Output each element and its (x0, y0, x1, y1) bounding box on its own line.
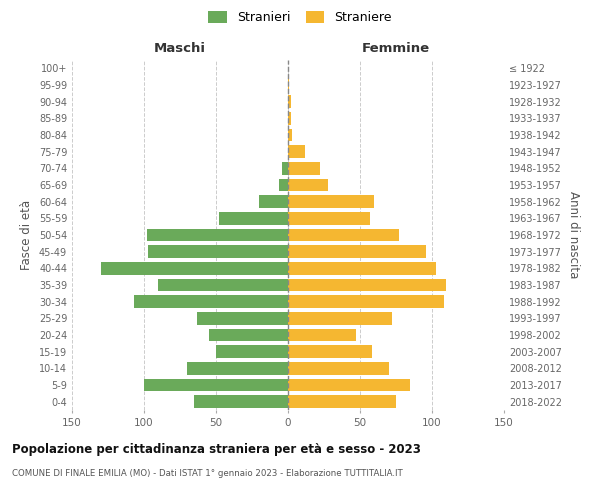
Bar (187, 362, 288, 374)
Bar (288, 296, 443, 308)
Bar (288, 212, 370, 224)
Bar (288, 129, 292, 141)
Bar (288, 162, 320, 174)
Bar (288, 196, 374, 208)
Bar (288, 362, 389, 374)
Bar (101, 262, 288, 274)
Bar (288, 79, 289, 92)
Bar (288, 279, 446, 291)
Bar (259, 196, 288, 208)
Bar (158, 279, 288, 291)
Bar (288, 312, 392, 324)
Text: Maschi: Maschi (154, 42, 206, 55)
Text: Femmine: Femmine (362, 42, 430, 55)
Y-axis label: Fasce di età: Fasce di età (20, 200, 33, 270)
Y-axis label: Anni di nascita: Anni di nascita (568, 192, 580, 278)
Text: Popolazione per cittadinanza straniera per età e sesso - 2023: Popolazione per cittadinanza straniera p… (12, 442, 421, 456)
Bar (148, 246, 288, 258)
Bar (147, 229, 288, 241)
Bar (288, 346, 371, 358)
Bar (134, 296, 288, 308)
Bar (197, 312, 288, 324)
Bar (288, 179, 328, 192)
Bar (288, 146, 305, 158)
Bar (288, 262, 436, 274)
Bar (288, 112, 291, 124)
Bar (194, 396, 288, 408)
Bar (288, 329, 356, 341)
Bar (288, 379, 410, 391)
Bar (219, 212, 288, 224)
Bar (282, 162, 288, 174)
Bar (144, 379, 288, 391)
Text: COMUNE DI FINALE EMILIA (MO) - Dati ISTAT 1° gennaio 2023 - Elaborazione TUTTITA: COMUNE DI FINALE EMILIA (MO) - Dati ISTA… (12, 469, 403, 478)
Bar (288, 229, 399, 241)
Bar (288, 246, 426, 258)
Bar (216, 346, 288, 358)
Legend: Stranieri, Straniere: Stranieri, Straniere (208, 11, 392, 24)
Bar (280, 179, 288, 192)
Bar (209, 329, 288, 341)
Bar (288, 396, 396, 408)
Bar (288, 96, 291, 108)
